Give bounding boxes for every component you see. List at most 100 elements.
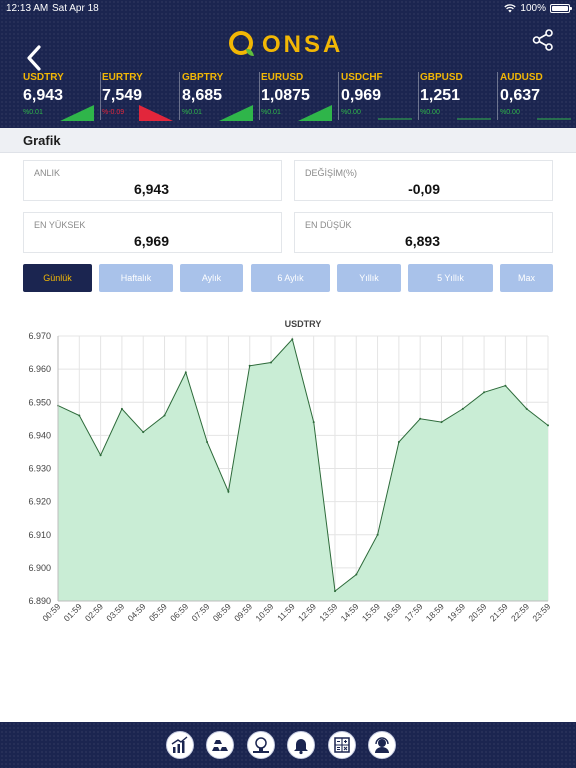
trend-up-icon xyxy=(60,105,94,121)
chart-icon xyxy=(171,736,188,753)
ticker-value: 0,969 xyxy=(341,87,382,104)
support-agent-icon xyxy=(375,737,389,753)
y-tick-label: 6.910 xyxy=(28,530,51,540)
stat-current-label: ANLIK xyxy=(34,168,61,178)
ticker-gbpusd[interactable]: GBPUSD 1,251 %0.00 xyxy=(420,70,498,122)
y-tick-label: 6.920 xyxy=(28,497,51,507)
nav-chart-button[interactable] xyxy=(166,731,194,759)
y-tick-label: 6.940 xyxy=(28,430,51,440)
ticker-value: 1,251 xyxy=(420,87,461,104)
x-tick-label: 10:59 xyxy=(253,601,275,623)
data-point xyxy=(120,407,123,410)
onsa-logo: ONSA xyxy=(228,30,343,60)
data-point xyxy=(312,421,315,424)
ticker-divider xyxy=(418,72,419,120)
x-tick-label: 06:59 xyxy=(168,601,190,623)
x-tick-label: 09:59 xyxy=(232,601,254,623)
y-tick-label: 6.970 xyxy=(28,331,51,341)
data-point xyxy=(163,414,166,417)
ticker-usdtry[interactable]: USDTRY 6,943 %0.01 xyxy=(23,70,101,122)
data-point xyxy=(227,490,230,493)
x-tick-label: 05:59 xyxy=(147,601,169,623)
x-tick-label: 15:59 xyxy=(360,601,382,623)
data-point xyxy=(376,533,379,536)
data-point xyxy=(461,407,464,410)
section-header: Grafik xyxy=(0,128,576,153)
x-tick-label: 22:59 xyxy=(509,601,531,623)
tab-max[interactable]: Max xyxy=(500,264,553,292)
x-tick-label: 23:59 xyxy=(530,601,552,623)
x-tick-label: 19:59 xyxy=(445,601,467,623)
tab-5-years[interactable]: 5 Yıllık xyxy=(408,264,493,292)
nav-support-button[interactable] xyxy=(368,731,396,759)
tab-monthly[interactable]: Aylık xyxy=(180,264,243,292)
y-tick-label: 6.900 xyxy=(28,563,51,573)
trend-down-icon xyxy=(139,105,173,121)
data-point xyxy=(142,431,145,434)
ticker-change: %0.01 xyxy=(261,109,281,116)
x-tick-label: 02:59 xyxy=(83,601,105,623)
data-point xyxy=(78,414,81,417)
trend-flat-icon xyxy=(537,118,571,120)
stat-change: DEĞİŞİM(%) -0,09 xyxy=(294,160,553,201)
trend-flat-icon xyxy=(457,118,491,120)
calculator-icon xyxy=(334,737,350,753)
ticker-divider xyxy=(100,72,101,120)
ticker-symbol: USDTRY xyxy=(23,72,64,83)
data-point xyxy=(483,391,486,394)
ticker-symbol: EURTRY xyxy=(102,72,143,83)
ticker-eurusd[interactable]: EURUSD 1,0875 %0.01 xyxy=(261,70,339,122)
data-point xyxy=(504,384,507,387)
stat-current: ANLIK 6,943 xyxy=(23,160,282,201)
ticker-usdchf[interactable]: USDCHF 0,969 %0.00 xyxy=(341,70,419,122)
x-tick-label: 21:59 xyxy=(488,601,510,623)
nav-calculator-button[interactable] xyxy=(328,731,356,759)
battery-icon xyxy=(550,4,572,13)
back-arrow-icon[interactable] xyxy=(22,44,48,72)
x-tick-label: 16:59 xyxy=(381,601,403,623)
y-tick-label: 6.960 xyxy=(28,364,51,374)
status-bar: 12:13 AM Sat Apr 18 100% xyxy=(6,3,572,15)
status-date: Sat Apr 18 xyxy=(52,3,99,14)
gold-bars-icon xyxy=(212,740,228,751)
data-point xyxy=(547,424,549,427)
share-icon[interactable] xyxy=(532,29,554,51)
bell-icon xyxy=(294,739,308,755)
tab-weekly[interactable]: Haftalık xyxy=(99,264,173,292)
series-line xyxy=(57,338,549,593)
stat-high: EN YÜKSEK 6,969 xyxy=(23,212,282,253)
trend-flat-icon xyxy=(378,118,412,120)
ticker-symbol: AUDUSD xyxy=(500,72,543,83)
x-tick-label: 17:59 xyxy=(402,601,424,623)
ticker-change: %0.01 xyxy=(182,109,202,116)
tab-daily[interactable]: Günlük xyxy=(23,264,92,292)
trend-up-icon xyxy=(298,105,332,121)
tab-yearly[interactable]: Yıllık xyxy=(337,264,401,292)
data-point xyxy=(334,590,336,593)
ticker-value: 0,637 xyxy=(500,87,541,104)
ticker-eurtry[interactable]: EURTRY 7,549 %-0.09 xyxy=(102,70,180,122)
ticker-value: 8,685 xyxy=(182,87,223,104)
x-tick-label: 03:59 xyxy=(104,601,126,623)
bottom-nav xyxy=(0,722,576,768)
nav-alerts-button[interactable] xyxy=(287,731,315,759)
app-header: 12:13 AM Sat Apr 18 100% ONSA USDTRY 6,94… xyxy=(0,0,576,128)
x-tick-label: 01:59 xyxy=(62,601,84,623)
stat-high-value: 6,969 xyxy=(133,233,169,249)
data-point xyxy=(206,441,209,443)
nav-gold-button[interactable] xyxy=(206,731,234,759)
ticker-audusd[interactable]: AUDUSD 0,637 %0.00 xyxy=(500,70,575,122)
nav-ideas-button[interactable] xyxy=(247,731,275,759)
ticker-divider xyxy=(179,72,180,120)
x-tick-label: 20:59 xyxy=(466,601,488,623)
ticker-value: 7,549 xyxy=(102,87,143,104)
ticker-gbptry[interactable]: GBPTRY 8,685 %0.01 xyxy=(182,70,260,122)
tab-6-months[interactable]: 6 Aylık xyxy=(251,264,330,292)
x-tick-label: 08:59 xyxy=(211,601,233,623)
stat-low: EN DÜŞÜK 6,893 xyxy=(294,212,553,253)
ticker-change: %0.00 xyxy=(341,109,361,116)
ticker-divider xyxy=(497,72,498,120)
ticker-divider xyxy=(338,72,339,120)
stat-high-label: EN YÜKSEK xyxy=(34,220,86,230)
data-point xyxy=(440,421,443,424)
